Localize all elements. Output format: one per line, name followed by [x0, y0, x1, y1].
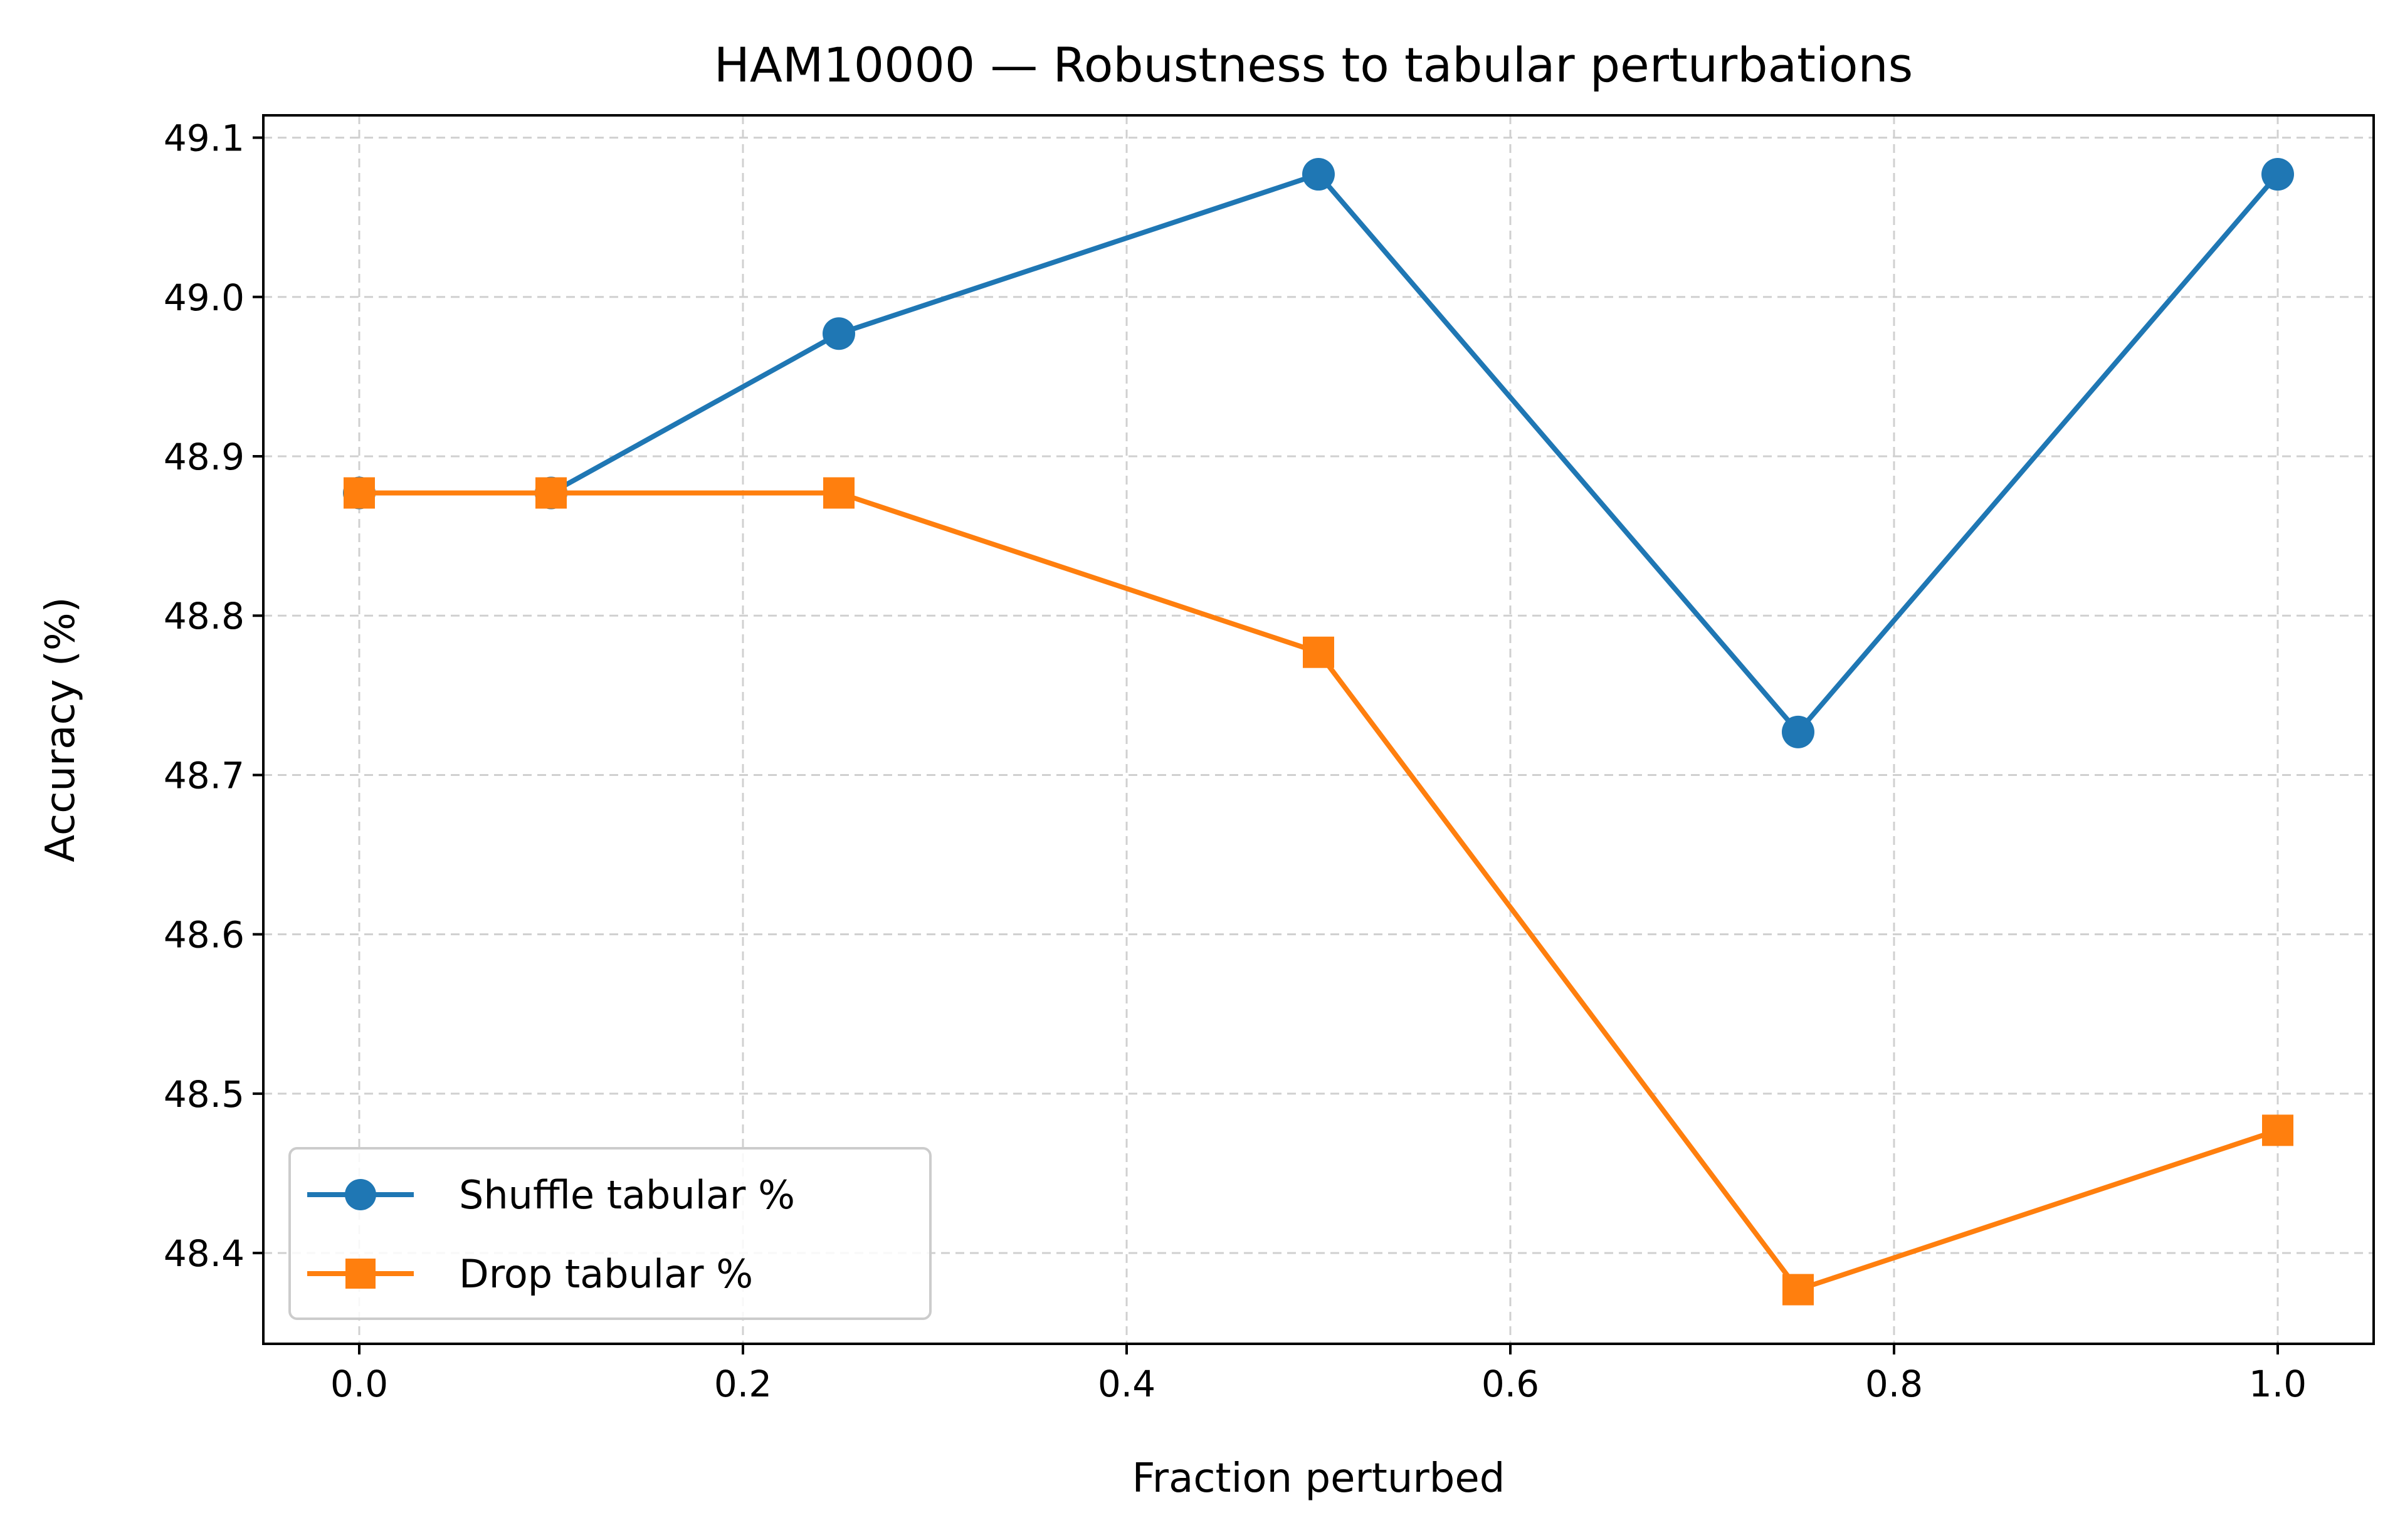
y-tick-label: 48.5 [164, 1073, 245, 1116]
x-tick-label: 0.4 [1098, 1363, 1155, 1405]
chart-title: HAM10000 — Robustness to tabular perturb… [714, 37, 1913, 93]
y-tick-label: 48.7 [164, 754, 245, 797]
data-point-drop [823, 477, 855, 509]
data-point-drop [344, 477, 375, 509]
data-point-drop [1782, 1274, 1814, 1306]
y-tick-label: 48.4 [164, 1232, 245, 1275]
data-point-drop [2262, 1114, 2293, 1146]
plot-frame [262, 114, 2375, 1345]
legend-box [288, 1147, 932, 1320]
x-axis-title: Fraction perturbed [1132, 1455, 1505, 1502]
data-point-shuffle [2261, 158, 2294, 191]
legend: Shuffle tabular % Drop tabular % [288, 1147, 932, 1320]
data-point-shuffle [1302, 158, 1335, 191]
data-point-shuffle [823, 317, 855, 350]
series-line-drop [359, 490, 2279, 1292]
y-tick-label: 48.8 [164, 595, 245, 637]
legend-label-drop: Drop tabular % [459, 1251, 753, 1297]
axis-ticks: 0.0 0.2 0.4 0.6 0.8 1.0 48.4 48.5 48.6 48.7 48.8 48… [164, 117, 2307, 1405]
y-tick-label: 48.9 [164, 436, 245, 478]
series-layer [343, 158, 2294, 1306]
x-tick-label: 0.6 [1481, 1363, 1539, 1405]
x-tick-label: 1.0 [2249, 1363, 2307, 1405]
legend-marker-drop [345, 1259, 376, 1289]
y-tick-label: 49.0 [164, 276, 245, 319]
legend-marker-shuffle [345, 1179, 376, 1210]
data-point-shuffle [1782, 715, 1814, 748]
data-point-drop [535, 477, 567, 509]
x-tick-label: 0.8 [1865, 1363, 1923, 1405]
data-point-drop [1303, 636, 1334, 668]
y-tick-label: 48.6 [164, 914, 245, 956]
legend-label-shuffle: Shuffle tabular % [459, 1172, 795, 1218]
x-tick-label: 0.0 [330, 1363, 388, 1405]
y-axis-title: Accuracy (%) [38, 597, 84, 862]
x-tick-label: 0.2 [714, 1363, 772, 1405]
y-tick-label: 49.1 [164, 117, 245, 160]
